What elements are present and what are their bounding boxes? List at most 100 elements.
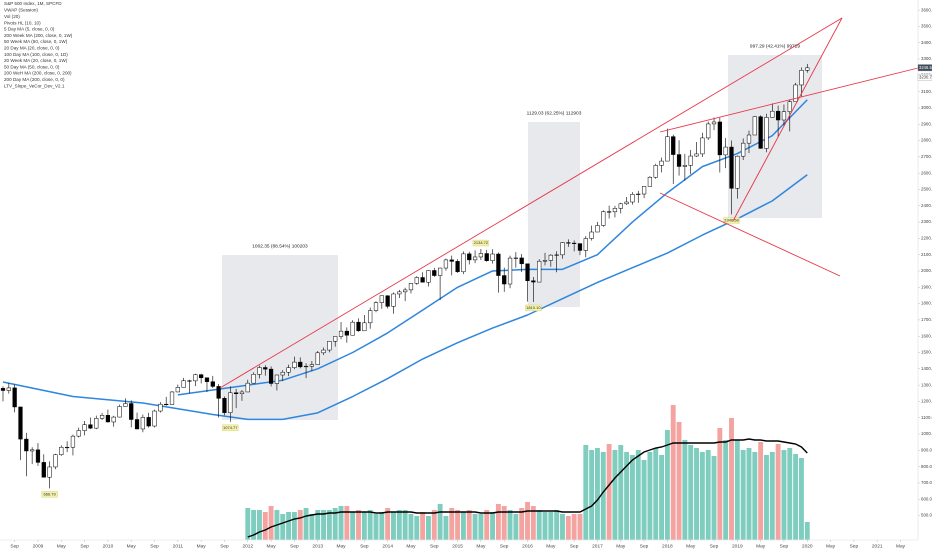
trend-lines <box>219 17 919 389</box>
candle-body <box>76 430 81 437</box>
candle-body <box>484 253 489 261</box>
candle-body <box>572 242 577 244</box>
candle-body <box>741 142 746 157</box>
volume-bar <box>542 512 548 540</box>
candle-body <box>671 136 676 155</box>
candle-body <box>111 416 116 423</box>
legend-line: 5 Day MA (5, close, 0, 0) <box>4 27 55 32</box>
y-tick-label: 2500.00 <box>921 187 932 192</box>
candle-body <box>490 253 495 261</box>
x-tick-label: Sep <box>290 543 299 549</box>
legend-line: Pivots HL (10, 10) <box>4 20 41 25</box>
x-tick-label: 2020 <box>802 543 813 549</box>
legend-line: 200 Day MA (200, close, 0, 0) <box>4 77 65 82</box>
candle-body <box>723 146 728 156</box>
y-tick-label: 2000.00 <box>921 268 932 273</box>
candle-body <box>496 253 501 276</box>
price-label-box <box>41 491 58 498</box>
legend-line: 200 WeH MA (200, close, 0, 200) <box>4 71 72 76</box>
volume-bar <box>373 514 379 540</box>
candle-body <box>216 386 221 399</box>
y-tick-label: 500.00 <box>921 513 932 518</box>
candle-body <box>577 243 583 251</box>
y-tick-label: 2300.00 <box>921 219 932 224</box>
candle-body <box>729 146 734 189</box>
x-tick-label: Sep <box>850 543 859 549</box>
volume-bar <box>606 444 612 540</box>
x-tick-label: Sep <box>360 543 369 549</box>
volume-bar <box>699 452 705 540</box>
candle-body <box>770 110 775 118</box>
volume-bar <box>781 450 787 540</box>
y-tick-label: 3100.00 <box>921 89 932 94</box>
volume-bar <box>490 512 496 540</box>
candle-body <box>134 419 140 430</box>
candle-body <box>245 382 250 393</box>
x-tick-label: May <box>336 543 346 549</box>
volume-bar <box>577 514 583 540</box>
volume-bar <box>629 455 635 540</box>
candle-body <box>356 321 361 332</box>
candle-body <box>717 121 722 156</box>
candle-body <box>70 435 76 448</box>
volume-bar <box>245 508 251 540</box>
candle-body <box>117 406 122 418</box>
volume-bar <box>466 510 472 540</box>
volume-bar <box>624 452 630 540</box>
volume-bar <box>367 510 373 540</box>
x-tick-label: May <box>127 543 137 549</box>
candle-body <box>420 277 425 283</box>
candle-body <box>239 391 245 394</box>
volume-bar <box>798 458 804 540</box>
candle-body <box>653 165 658 178</box>
x-tick-label: Sep <box>150 543 159 549</box>
last-price-label: 3246.55 <box>919 65 932 70</box>
x-tick-label: Sep <box>220 543 229 549</box>
marks: 666.79 1074.77 2134.72 1810.10 2346.58 <box>0 63 810 540</box>
candle-body <box>88 424 93 429</box>
candle-body <box>432 270 437 276</box>
volume-bar <box>554 510 560 540</box>
volume-bar <box>256 510 262 540</box>
candle-body <box>805 67 810 71</box>
x-tick-label: Sep <box>80 543 89 549</box>
candle-body <box>735 155 740 189</box>
candle-body <box>455 261 460 273</box>
volume-bar <box>309 514 315 540</box>
candle-body <box>519 257 524 265</box>
y-tick-label: 1900.00 <box>921 284 932 289</box>
candle-body <box>257 367 262 375</box>
trend-line <box>659 192 841 277</box>
candle-body <box>706 123 711 139</box>
candle-body <box>537 260 542 283</box>
volume-bar <box>385 508 391 540</box>
x-tick-label: Sep <box>500 543 509 549</box>
candle-body <box>385 295 390 307</box>
candle-body <box>408 283 414 291</box>
candle-body <box>606 211 612 213</box>
volume-bar <box>571 514 577 540</box>
volume-bar <box>478 514 484 540</box>
volume-bar <box>262 512 268 540</box>
candle-body <box>280 371 285 376</box>
volume-bar <box>804 522 810 540</box>
candle-body <box>292 361 297 368</box>
volume-bar <box>350 512 356 540</box>
candle-body <box>99 415 105 419</box>
x-tick-label: May <box>57 543 67 549</box>
volume-bar <box>775 444 781 540</box>
volume-bar <box>303 508 309 540</box>
candle-body <box>612 208 618 213</box>
legend-line: 20 Week MA (20, close, 0, 1W) <box>4 58 68 63</box>
price-label: 1810.10 <box>526 305 541 310</box>
volume-bar <box>565 516 571 540</box>
volume-bar <box>391 512 396 540</box>
candle-body <box>193 374 198 382</box>
candle-body <box>601 211 606 226</box>
x-tick-label: May <box>616 543 626 549</box>
volume-bar <box>431 510 437 540</box>
trend-line <box>659 67 919 133</box>
candle-body <box>327 341 332 351</box>
candle-body <box>472 256 478 261</box>
x-tick-label: 2013 <box>312 543 323 549</box>
